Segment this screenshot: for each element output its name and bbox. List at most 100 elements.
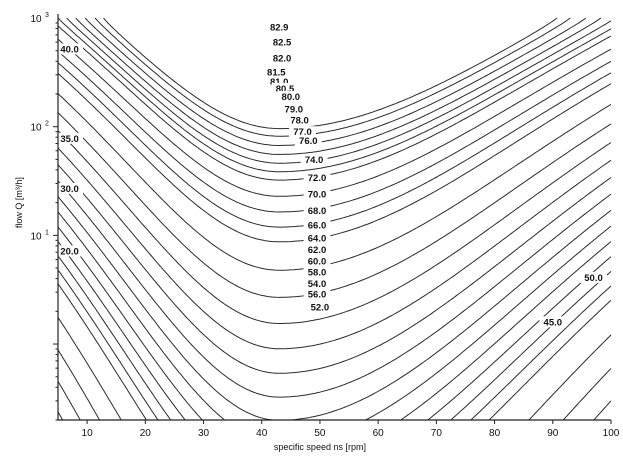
contour-label-30-0: 30.0 [60, 184, 79, 195]
contour-label-bg [265, 21, 293, 33]
contour-label-81-0: 81.0 [270, 77, 289, 88]
contour-line-52 [57, 269, 612, 421]
contour-label-bg [303, 232, 331, 244]
contour-label-20-0: 20.0 [60, 246, 79, 257]
contour-labels: 82.9 82.5 82.0 81.581.080.580.0 79.078.077.0… [56, 21, 607, 328]
contour-line-30 [57, 411, 64, 421]
contour-label-bg [280, 103, 308, 115]
contour-line-35 [57, 381, 612, 421]
x-tick-label: 90 [547, 428, 559, 439]
contour-label-bg [303, 244, 331, 256]
y-tick-exponent: 2 [45, 121, 49, 128]
contour-label-77-0: 77.0 [293, 127, 312, 138]
contour-label-bg [294, 134, 322, 146]
contour-label-bg [265, 76, 293, 88]
x-axis-title: specific speed ns [rpm] [274, 442, 366, 452]
contour-label-bg [303, 172, 331, 184]
contour-label-66-0: 66.0 [308, 220, 327, 231]
axes [57, 14, 611, 421]
contour-line-66 [57, 164, 612, 374]
contour-line-76 [57, 73, 612, 243]
contour-label-bg [303, 288, 331, 300]
x-axis-ticks: 10 20 30 40 50 60 70 80 90 100 [82, 420, 620, 439]
contour-label-60-0: 60.0 [308, 257, 327, 268]
contour-label-81-5: 81.5 [267, 67, 286, 78]
contour-label-52-0: 52.0 [311, 302, 330, 313]
contour-line-50 [57, 283, 612, 421]
contour-line-82-9 [103, 17, 558, 130]
y-tick-label: 10 [30, 231, 42, 242]
contour-label-bg [303, 278, 331, 290]
contour-label-bg [277, 90, 305, 102]
contour-label-40-0: 40.0 [60, 44, 79, 55]
contour-line-78 [57, 51, 612, 213]
contour-lines [57, 17, 612, 421]
contour-line-58 [57, 226, 612, 421]
x-tick-label: 50 [314, 428, 326, 439]
contour-label-bg [286, 114, 313, 126]
contour-label-72-0: 72.0 [308, 173, 327, 184]
contour-label-64-0: 64.0 [308, 233, 327, 244]
contour-label-bg [580, 271, 607, 283]
contour-line-77 [57, 62, 612, 228]
x-tick-label: 80 [489, 428, 501, 439]
y-tick-exponent: 3 [45, 12, 49, 19]
contour-label-bg [303, 219, 331, 231]
contour-label-76-0: 76.0 [299, 136, 318, 147]
contour-label-58-0: 58.0 [308, 268, 327, 279]
contour-label-68-0: 68.0 [308, 206, 327, 217]
contour-label-bg [303, 204, 331, 216]
x-tick-label: 40 [256, 428, 268, 439]
contour-line-56 [57, 241, 612, 421]
contour-label-35-0: 35.0 [60, 134, 79, 145]
contour-label-bg [56, 183, 83, 194]
x-tick-label: 100 [603, 428, 620, 439]
contour-line-81 [66, 17, 612, 164]
contour-label-56-0: 56.0 [308, 289, 327, 300]
contour-label-45-0: 45.0 [544, 317, 563, 328]
y-tick-label: 10 [30, 123, 42, 134]
contour-label-70-0: 70.0 [308, 190, 327, 201]
y-axis-title: flow Q [m³/h] [14, 177, 24, 228]
contour-label-82-0: 82.0 [273, 53, 292, 64]
contour-label-bg [268, 52, 296, 64]
contour-label-bg [303, 266, 331, 278]
contour-line-80-5 [57, 17, 612, 173]
contour-line-70 [57, 130, 612, 324]
contour-line-82 [84, 17, 587, 146]
contour-label-80-5: 80.5 [276, 84, 295, 95]
contour-line-81-5 [75, 17, 602, 155]
x-tick-label: 30 [198, 428, 210, 439]
contour-label-bg [539, 316, 567, 328]
x-tick-label: 60 [373, 428, 385, 439]
contour-line-64 [57, 180, 612, 398]
contour-label-bg [56, 245, 83, 257]
contour-label-80-0: 80.0 [282, 92, 301, 103]
contour-line-72 [57, 112, 612, 298]
contour-label-78-0: 78.0 [290, 116, 309, 127]
contour-line-80 [57, 25, 612, 181]
contour-label-bg [56, 132, 83, 144]
contour-label-bg [262, 66, 290, 78]
contour-label-bg [289, 126, 316, 138]
contour-label-74-0: 74.0 [305, 155, 324, 166]
contour-label-bg [303, 255, 331, 267]
contour-label-bg [268, 36, 296, 48]
contour-label-bg [306, 301, 334, 313]
contour-label-62-0: 62.0 [308, 245, 327, 256]
contour-label-79-0: 79.0 [285, 105, 304, 116]
contour-line-79 [57, 38, 612, 197]
x-tick-label: 20 [140, 428, 152, 439]
contour-line-40 [57, 349, 612, 421]
contour-label-82-5: 82.5 [273, 38, 292, 49]
y-tick-label: 10 [30, 14, 42, 25]
contour-label-bg [271, 82, 299, 94]
contour-label-54-0: 54.0 [308, 279, 327, 290]
contour-label-bg [303, 188, 331, 200]
x-tick-label: 70 [431, 428, 443, 439]
contour-line-62 [57, 196, 612, 421]
contour-line-45 [57, 317, 612, 421]
